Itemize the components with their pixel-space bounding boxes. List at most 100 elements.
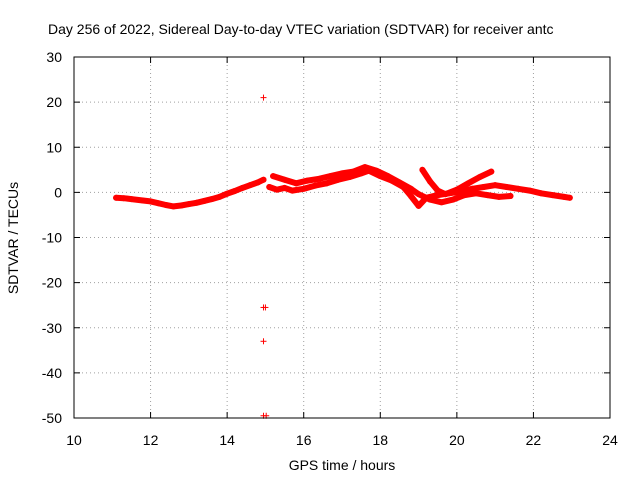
series-point-sdtvar-branch-b [281,176,288,183]
series-point-sdtvar-branch-b [316,175,323,182]
series-point-sdtvar-branch-b [407,185,414,192]
data-series [113,164,573,210]
series-line-sdtvar-branch-b [270,164,514,206]
x-tick-labels: 10 12 14 16 18 20 22 24 [66,432,618,448]
series-point-sdtvar-branch-a [323,180,330,187]
series-point-sdtvar-branch-b [270,173,277,180]
series-point-sdtvar-branch-b [461,192,468,199]
series-point-sdtvar-branch-a [480,183,487,190]
series-point-sdtvar-main [254,179,261,186]
series-point-sdtvar-branch-a [561,193,568,200]
series-point-sdtvar-main [113,194,120,201]
y-tick-label: 30 [46,49,62,65]
series-point-sdtvar-branch-b [373,167,380,174]
series-point-sdtvar-branch-a [346,174,353,181]
series-point-sdtvar-main [208,196,215,203]
series-point-sdtvar-main [162,202,169,209]
axis-ticks [73,56,611,419]
y-tick-label: -10 [42,230,62,246]
y-tick-label: 10 [46,139,62,155]
series-point-sdtvar-branch-b [304,177,311,184]
series-point-sdtvar-branch-c [442,191,449,198]
series-point-sdtvar-main [260,176,267,183]
series-point-sdtvar-branch-a [503,183,510,190]
x-tick-label: 18 [372,432,388,448]
series-point-sdtvar-branch-a [538,190,545,197]
series-point-sdtvar-branch-b [438,199,445,206]
series-point-sdtvar-main [170,203,177,210]
x-tick-label: 24 [602,432,618,448]
series-point-sdtvar-branch-a [312,182,319,189]
series-point-sdtvar-branch-a [281,184,288,191]
series-point-sdtvar-branch-c [419,166,426,173]
series-point-sdtvar-branch-b [450,196,457,203]
series-point-sdtvar-branch-a [515,185,522,192]
series-point-sdtvar-branch-b [507,192,514,199]
series-point-sdtvar-branch-b [484,192,491,199]
series-point-sdtvar-main [178,202,185,209]
series-point-sdtvar-main [185,201,192,208]
series-point-sdtvar-branch-c [453,186,460,193]
y-tick-label: -40 [42,365,62,381]
series-point-sdtvar-branch-c [427,178,434,185]
series-point-sdtvar-main [216,193,223,200]
series-point-sdtvar-branch-a [549,192,556,199]
x-tick-label: 20 [449,432,465,448]
y-tick-label: -20 [42,275,62,291]
series-point-sdtvar-branch-a [415,202,422,209]
series-point-sdtvar-branch-a [492,182,499,189]
series-point-sdtvar-main [147,198,154,205]
series-point-sdtvar-branch-c [465,180,472,187]
series-point-sdtvar-branch-a [335,176,342,183]
series-point-sdtvar-branch-b [384,173,391,180]
y-tick-label: -50 [42,410,62,426]
series-point-sdtvar-main [139,197,146,204]
x-tick-label: 10 [66,432,82,448]
series-point-sdtvar-main [224,190,231,197]
y-tick-labels: 30 20 10 0 -10 -20 -30 -40 -50 [42,49,62,426]
series-point-sdtvar-branch-a [273,186,280,193]
series-point-sdtvar-branch-b [293,180,300,187]
y-tick-label: 0 [54,184,62,200]
series-point-sdtvar-main [247,182,254,189]
series-point-sdtvar-branch-a [407,192,414,199]
series-point-sdtvar-branch-c [476,174,483,181]
series-point-sdtvar-main [201,197,208,204]
x-tick-label: 12 [143,432,159,448]
series-point-sdtvar-branch-b [339,170,345,177]
series-point-sdtvar-branch-b [473,190,479,197]
series-point-sdtvar-branch-c [434,187,441,194]
series-point-sdtvar-main [155,200,162,207]
x-tick-label: 22 [526,432,542,448]
series-point-sdtvar-branch-a [300,185,307,192]
series-point-sdtvar-branch-b [427,196,434,203]
x-axis-label: GPS time / hours [289,457,396,473]
outlier-points [260,94,270,419]
series-point-sdtvar-branch-a [526,187,533,194]
series-point-sdtvar-main [193,199,200,206]
series-point-sdtvar-branch-b [361,164,368,171]
series-point-sdtvar-main [128,196,135,203]
series-point-sdtvar-main [120,195,127,202]
series-point-sdtvar-branch-a [469,185,476,192]
series-point-sdtvar-branch-b [495,193,502,200]
series-point-sdtvar-branch-b [350,168,357,175]
series-point-sdtvar-branch-a [289,187,296,194]
series-point-sdtvar-branch-b [396,179,403,186]
chart-title: Day 256 of 2022, Sidereal Day-to-day VTE… [48,21,554,37]
x-tick-label: 16 [296,432,312,448]
y-tick-label: 20 [46,94,62,110]
x-tick-label: 14 [219,432,235,448]
series-point-sdtvar-branch-a [566,194,573,201]
y-tick-label: -30 [42,320,62,336]
series-point-sdtvar-branch-a [266,183,273,190]
series-point-sdtvar-branch-b [327,173,334,180]
y-axis-label: SDTVAR / TECUs [5,182,21,294]
series-point-sdtvar-main [239,184,246,191]
grid-lines [74,57,610,418]
series-point-sdtvar-main [231,188,238,195]
series-point-sdtvar-branch-b [415,191,422,198]
series-point-sdtvar-branch-c [488,168,495,175]
